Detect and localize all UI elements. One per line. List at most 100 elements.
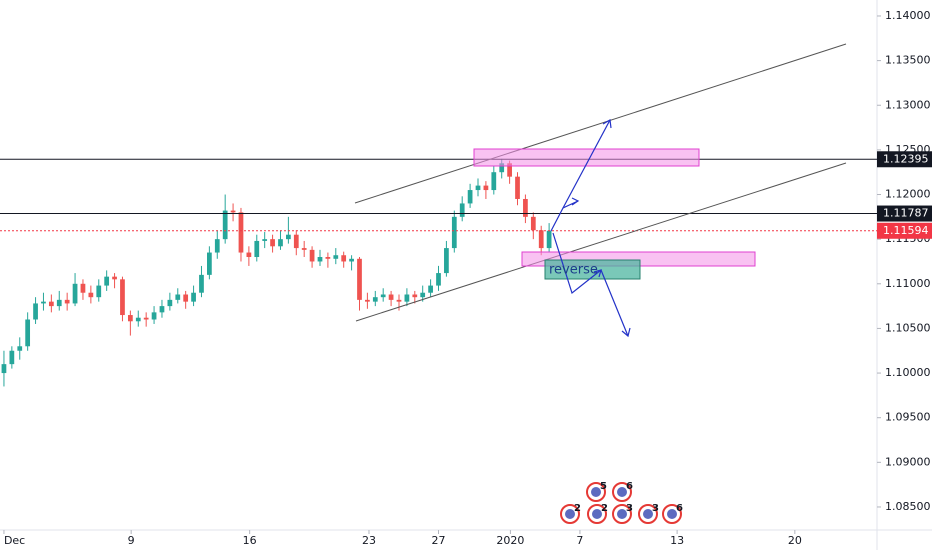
- price-label-box: [877, 205, 932, 222]
- candle-body: [112, 276, 117, 280]
- candle-body: [523, 198, 528, 217]
- candle-body: [80, 283, 86, 293]
- y-tick-label: 1.14000: [885, 9, 931, 22]
- candle-body: [135, 317, 141, 322]
- candle-body: [349, 258, 354, 262]
- x-tick-label: 7: [576, 534, 583, 547]
- y-tick-label: 1.09500: [885, 411, 931, 424]
- price-label: 1.12395: [883, 152, 929, 165]
- candle-body: [491, 172, 497, 191]
- candle-body: [507, 163, 512, 177]
- candle-body: [48, 301, 54, 307]
- candle-body: [436, 273, 441, 286]
- event-count: 2: [601, 503, 608, 514]
- candle-body: [41, 301, 46, 304]
- candle-body: [214, 239, 220, 253]
- event-count: 3: [626, 503, 633, 514]
- candle-body: [230, 210, 236, 213]
- y-tick-label: 1.10500: [885, 321, 931, 334]
- candle-body: [317, 257, 323, 262]
- candle-body: [365, 299, 370, 302]
- price-label-box: [877, 222, 932, 239]
- candle-body: [238, 212, 244, 253]
- channel-upper: [354, 43, 847, 204]
- event-icon-inner: [643, 509, 653, 519]
- candle-body: [475, 185, 481, 191]
- event-icon-inner: [592, 509, 602, 519]
- candle-body: [483, 185, 489, 191]
- candle-body: [388, 294, 394, 300]
- candle-body: [515, 176, 520, 199]
- y-tick-label: 1.11000: [885, 277, 931, 290]
- candle-body: [191, 292, 196, 302]
- candle-body: [175, 294, 181, 300]
- candle-body: [286, 234, 291, 240]
- candle-body: [222, 210, 228, 240]
- arrow-path: [562, 119, 611, 209]
- candle-body: [301, 248, 307, 250]
- candle-body: [64, 299, 70, 304]
- event-count: 2: [574, 503, 581, 514]
- candle-body: [151, 312, 157, 320]
- candle-body: [380, 294, 386, 298]
- candle-body: [25, 319, 31, 347]
- candle-body: [254, 240, 260, 258]
- candle-body: [262, 239, 268, 241]
- candle-body: [372, 297, 378, 302]
- candle-body: [325, 257, 331, 259]
- candle-body: [17, 346, 23, 351]
- candle-body: [530, 216, 536, 231]
- candle-body: [396, 299, 402, 302]
- event-count: 5: [600, 481, 607, 492]
- y-tick-label: 1.10000: [885, 366, 931, 379]
- candle-body: [459, 203, 465, 217]
- x-tick-label: 2020: [496, 534, 524, 547]
- candle-body: [333, 255, 339, 259]
- candle-body: [1, 364, 7, 374]
- price-label: 1.11594: [883, 224, 929, 237]
- candle-body: [127, 315, 133, 322]
- y-tick-label: 1.12000: [885, 188, 931, 201]
- reverse-box: [544, 259, 641, 280]
- candle-body: [207, 252, 212, 275]
- event-icon-inner: [667, 509, 677, 519]
- candle-body: [143, 317, 149, 320]
- candle-body: [120, 279, 125, 316]
- y-tick-label: 1.09000: [885, 455, 931, 468]
- arrow-head: [571, 197, 580, 206]
- candle-body: [270, 239, 275, 247]
- candle-body: [246, 252, 252, 258]
- y-tick-label: 1.13500: [885, 54, 931, 67]
- candle-body: [428, 285, 433, 293]
- candle-body: [546, 230, 552, 249]
- event-count: 6: [676, 503, 683, 514]
- candle-body: [499, 163, 505, 173]
- event-icon-inner: [617, 509, 627, 519]
- zone-upper: [473, 148, 700, 167]
- candle-body: [444, 248, 449, 274]
- candle-body: [278, 239, 283, 247]
- candle-body: [309, 249, 315, 262]
- x-tick-label: 9: [128, 534, 135, 547]
- candle-body: [88, 292, 94, 298]
- candle-body: [293, 234, 299, 249]
- candle-body: [412, 294, 418, 298]
- x-tick-label: 13: [670, 534, 684, 547]
- candle-body: [341, 255, 347, 262]
- x-tick-label: 27: [432, 534, 446, 547]
- arrow-path: [600, 269, 629, 337]
- candle-body: [357, 258, 362, 300]
- y-tick-label: 1.08500: [885, 500, 931, 513]
- plot: [0, 158, 877, 387]
- candle-body: [72, 283, 78, 304]
- event-count: 6: [626, 481, 633, 492]
- arrows: [550, 119, 631, 338]
- x-tick-label: Dec: [4, 534, 25, 547]
- candle-body: [451, 216, 457, 249]
- channel-lower: [355, 162, 847, 322]
- event-icon-inner: [565, 509, 575, 519]
- x-tick-label: 23: [362, 534, 376, 547]
- x-tick-label: 20: [788, 534, 802, 547]
